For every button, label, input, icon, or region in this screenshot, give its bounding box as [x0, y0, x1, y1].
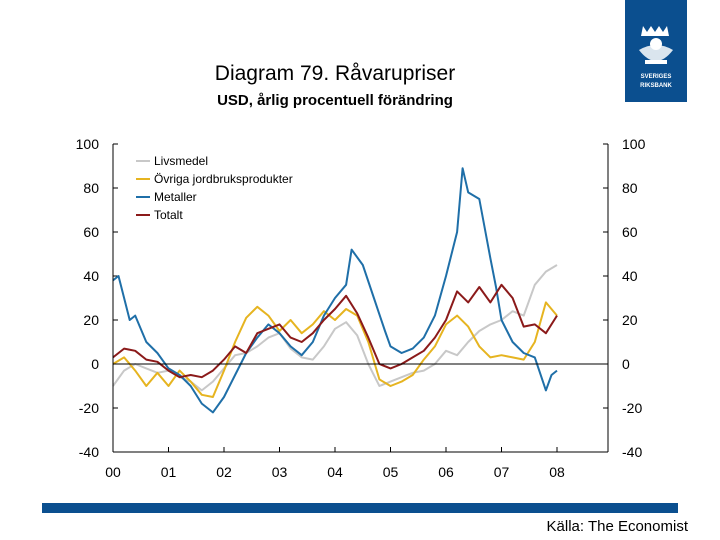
legend-label-livsmedel: Livsmedel — [154, 154, 208, 168]
legend-label-ovriga-jordbruksprodukter: Övriga jordbruksprodukter — [154, 172, 293, 186]
y-tick-label-right: 40 — [622, 268, 638, 284]
y-tick-label-right: -40 — [622, 444, 642, 460]
x-tick-label: 03 — [272, 464, 288, 480]
series-line-totalt — [112, 283, 558, 379]
chart-subtitle: USD, årlig procentuell förändring — [217, 92, 453, 109]
x-tick-label: 08 — [549, 464, 565, 480]
crown-emblem-icon — [639, 26, 673, 64]
x-tick-label: 04 — [327, 464, 343, 480]
x-tick-label: 05 — [383, 464, 399, 480]
series-line-ovriga-jordbruksprodukter — [112, 301, 558, 398]
y-tick-label-right: 20 — [622, 312, 638, 328]
x-tick-label: 01 — [161, 464, 177, 480]
y-tick-label-left: -40 — [79, 444, 99, 460]
y-tick-label-left: 20 — [83, 312, 99, 328]
source-note: Källa: The Economist — [546, 518, 688, 535]
series-line-metaller — [112, 167, 558, 414]
y-tick-label-right: 0 — [622, 356, 630, 372]
riksbank-logo: SVERIGES RIKSBANK — [625, 0, 687, 102]
y-tick-label-left: -20 — [79, 400, 99, 416]
legend-label-metaller: Metaller — [154, 190, 197, 204]
series-lines — [112, 167, 558, 414]
footer-bar — [42, 503, 678, 513]
legend-label-totalt: Totalt — [154, 208, 183, 222]
chart-title: Diagram 79. Råvarupriser — [214, 62, 456, 85]
y-axis-right-ticks: 100 80 60 40 20 0 -20 -40 — [603, 136, 646, 460]
y-tick-label-right: 80 — [622, 180, 638, 196]
logo-line2: RIKSBANK — [640, 83, 672, 89]
y-tick-label-left: 0 — [91, 356, 99, 372]
series-line-livsmedel — [112, 264, 558, 392]
x-tick-label: 02 — [216, 464, 232, 480]
x-axis-ticks: 00 01 02 03 04 05 06 07 08 — [105, 447, 565, 480]
y-tick-label-right: 100 — [622, 136, 646, 152]
y-axis-left-ticks: 100 80 60 40 20 0 -20 -40 — [76, 136, 118, 460]
x-tick-label: 06 — [438, 464, 454, 480]
legend: Livsmedel Övriga jordbruksprodukter Metall… — [136, 154, 293, 222]
y-tick-label-left: 100 — [76, 136, 100, 152]
x-tick-label: 00 — [105, 464, 121, 480]
logo-line1: SVERIGES — [641, 74, 672, 80]
x-tick-label: 07 — [494, 464, 510, 480]
y-tick-label-right: -20 — [622, 400, 642, 416]
y-tick-label-right: 60 — [622, 224, 638, 240]
y-tick-label-left: 60 — [83, 224, 99, 240]
y-tick-label-left: 40 — [83, 268, 99, 284]
y-tick-label-left: 80 — [83, 180, 99, 196]
